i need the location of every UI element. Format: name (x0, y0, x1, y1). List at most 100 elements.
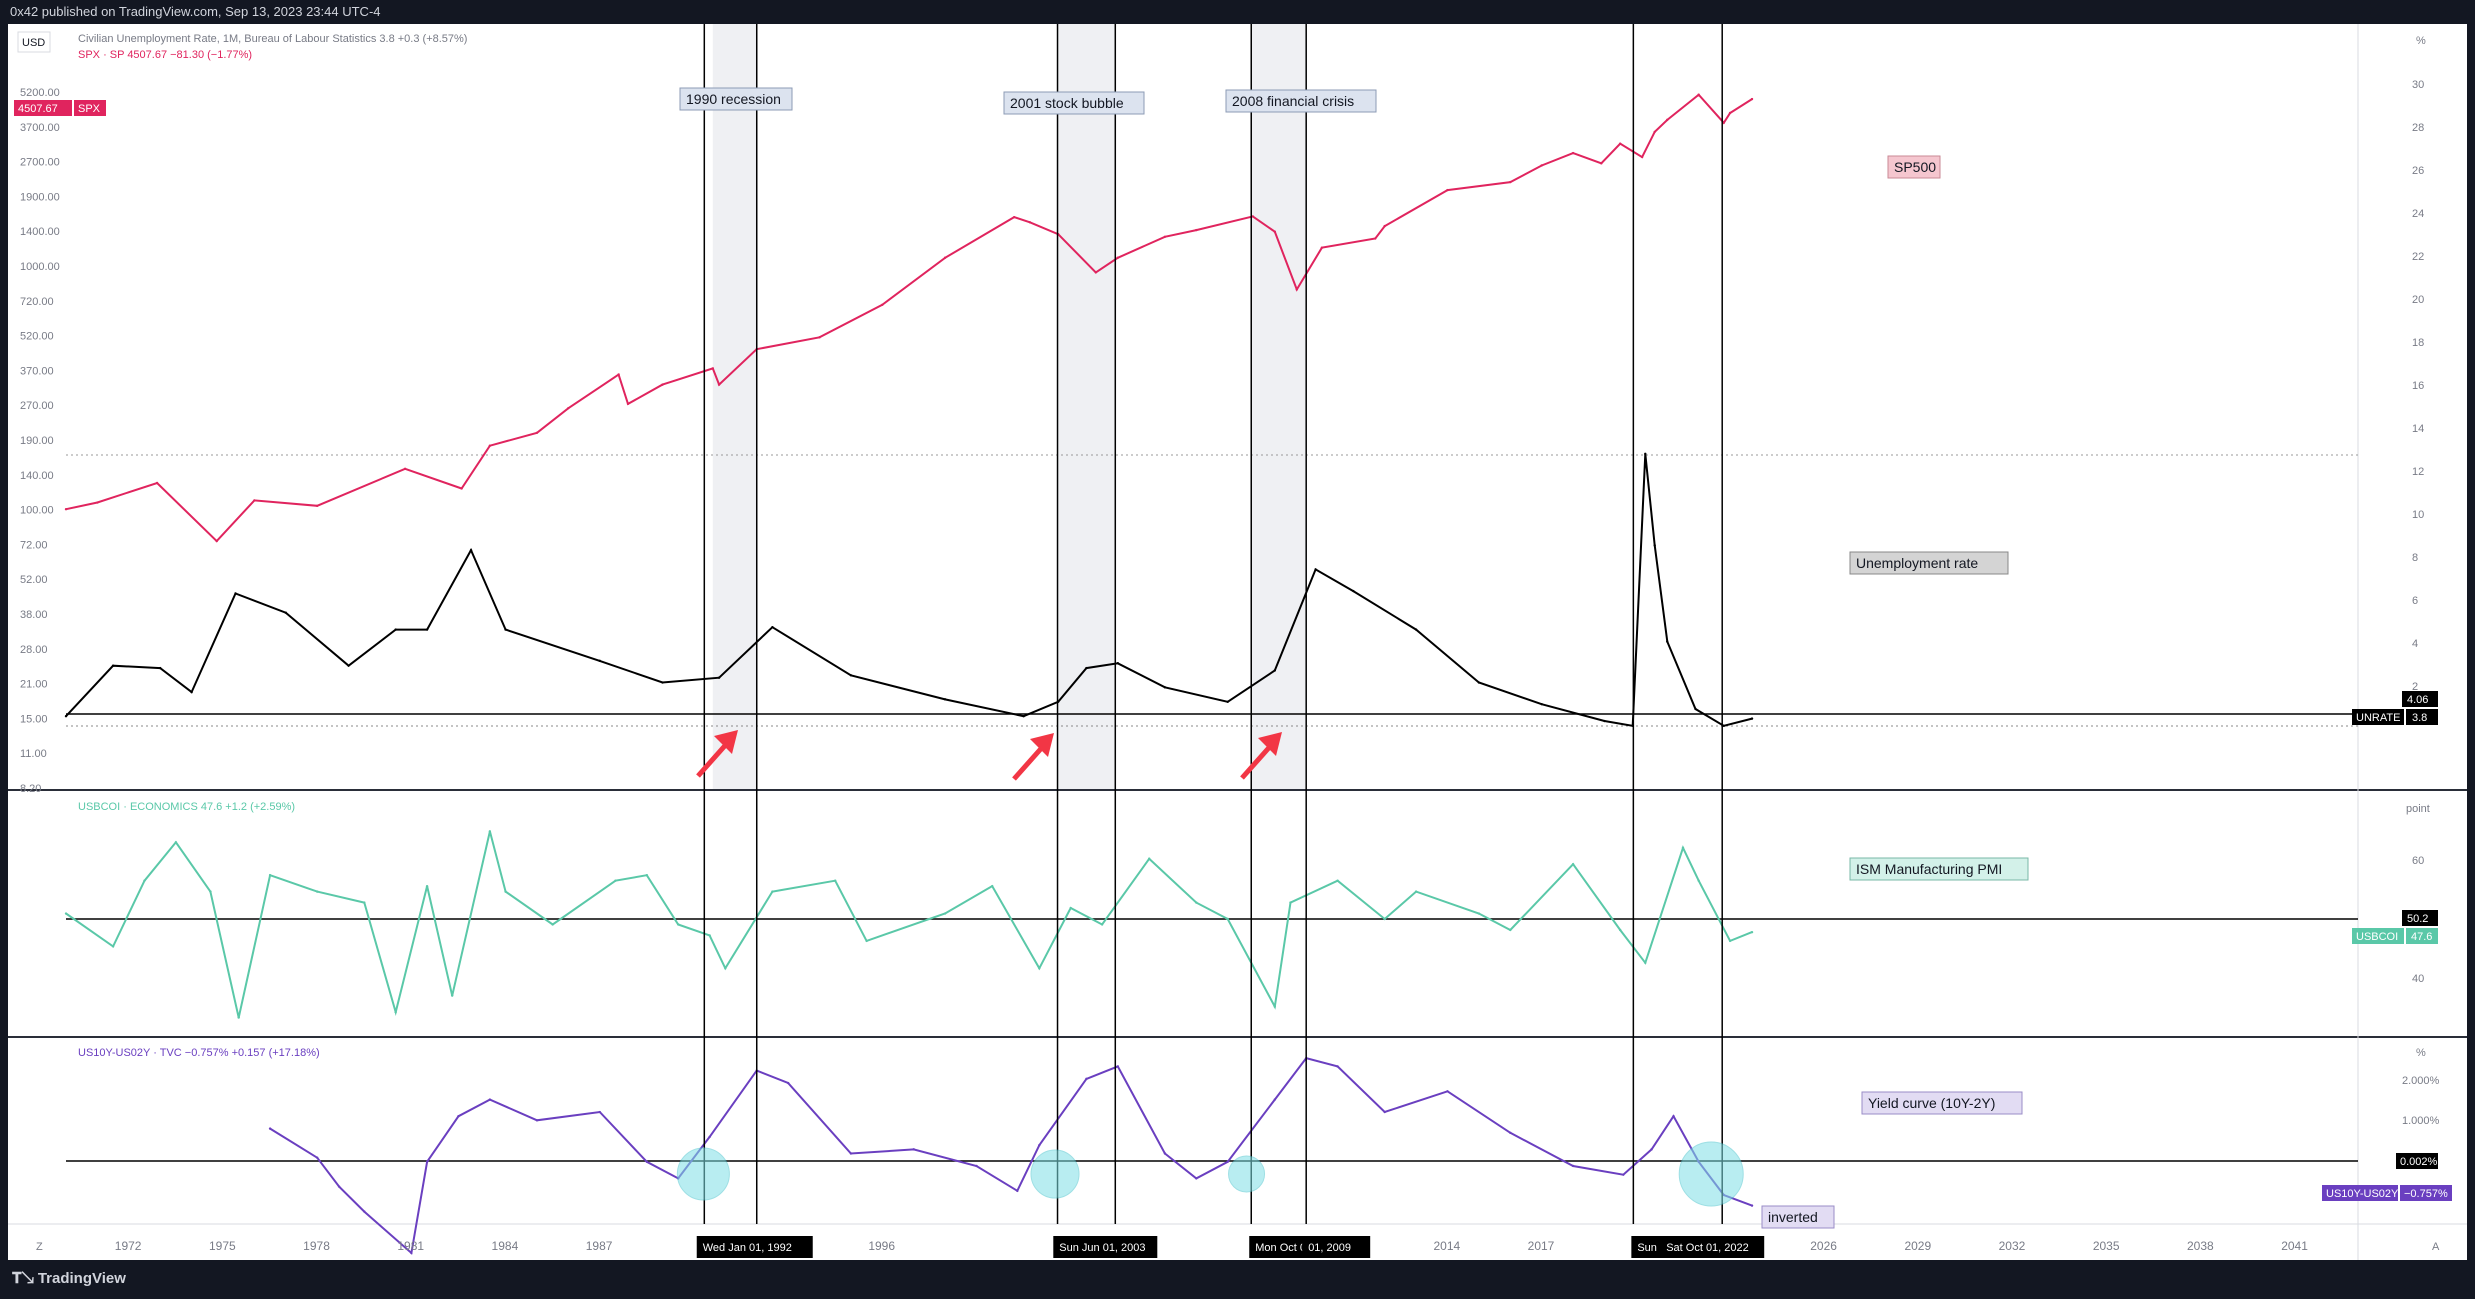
crisis-2008-box[interactable] (1225, 89, 1377, 113)
time-tick: 2032 (1999, 1239, 2026, 1253)
arrow-2001[interactable] (1012, 733, 1054, 781)
right-axis-tick: 12 (2412, 466, 2424, 478)
left-axis-tick: 1400.00 (20, 226, 60, 238)
time-tick: 2035 (2093, 1239, 2120, 1253)
pmi-symbol-badge (2352, 928, 2404, 944)
yield-legend[interactable]: US10Y-US02Y · TVC −0.757% +0.157 (+17.18… (78, 1047, 320, 1059)
ism-box[interactable] (1849, 857, 2029, 881)
date-badge-text: Sat Oct 01, 2022 (1666, 1242, 1749, 1254)
left-axis-tick: 5200.00 (20, 87, 60, 99)
recession-shade-2[interactable] (1251, 24, 1307, 790)
sp500-box[interactable] (1887, 155, 1941, 179)
sp500-label: SP500 (1894, 159, 1936, 175)
bubble-2001-label: 2001 stock bubble (1010, 95, 1124, 111)
date-badge[interactable] (696, 1236, 813, 1258)
currency-box[interactable] (17, 31, 51, 53)
series-spx[interactable] (64, 93, 1754, 543)
pmi-value-badge (2406, 928, 2438, 944)
unrate-symbol-badge (2352, 709, 2404, 725)
time-tick: 1975 (209, 1239, 236, 1253)
recession-1990-label: 1990 recession (686, 91, 781, 107)
footer-bar: 𝐓↘ TradingView (0, 1260, 2475, 1299)
time-tick: 2017 (1528, 1239, 1555, 1253)
unrate-value-text: 3.8 (2412, 712, 2427, 724)
yield-symbol-text: US10Y-US02Y (2326, 1188, 2399, 1200)
right-axis-tick: 4 (2412, 638, 2418, 650)
unrate-line-badge (2402, 691, 2438, 707)
right-axis-tick: 16 (2412, 380, 2424, 392)
left-axis-tick: 72.00 (20, 539, 48, 551)
yield-value-text: −0.757% (2404, 1188, 2448, 1200)
inversion-circle-2[interactable] (1228, 1155, 1266, 1193)
recession-shade-0[interactable] (712, 24, 757, 790)
unrate-legend[interactable]: Civilian Unemployment Rate, 1M, Bureau o… (78, 33, 467, 45)
inverted-box[interactable] (1761, 1205, 1835, 1229)
pmi-legend[interactable]: USBCOI · ECONOMICS 47.6 +1.2 (+2.59%) (78, 801, 295, 813)
inversion-circle-1[interactable] (1030, 1149, 1080, 1199)
ism-label: ISM Manufacturing PMI (1856, 861, 2002, 877)
time-tick: 1987 (586, 1239, 613, 1253)
date-badge[interactable] (1053, 1236, 1158, 1258)
time-tick: 1984 (492, 1239, 519, 1253)
multi-pane-chart[interactable]: 5200.00 3700.00 2700.00 1900.00 1400.00 1000.… (8, 24, 2467, 1260)
yield-curve-label: Yield curve (10Y-2Y) (1868, 1095, 1995, 1111)
left-axis-tick: 1900.00 (20, 191, 60, 203)
yield-axis-unit: % (2416, 1047, 2426, 1059)
right-axis-tick: 26 (2412, 165, 2424, 177)
left-axis-tick: 140.00 (20, 470, 54, 482)
series-us10y-us02y[interactable] (268, 1056, 1754, 1255)
left-axis-tick: 1000.00 (20, 261, 60, 273)
inversion-circle-3[interactable] (1678, 1141, 1744, 1207)
left-axis-tick: 15.00 (20, 713, 48, 725)
series-line[interactable] (65, 831, 1753, 1018)
pmi-symbol-text: USBCOI (2356, 931, 2398, 943)
unemployment-box[interactable] (1849, 551, 2009, 575)
arrow-2008[interactable] (1240, 732, 1282, 780)
right-price-axis[interactable]: % 30 28 26 24 22 20 18 16 14 12 10 8 6 4 2 point 60 40% 2.0… (2402, 35, 2440, 1127)
crisis-2008-label: 2008 financial crisis (1232, 93, 1354, 109)
left-axis-tick: 3700.00 (20, 122, 60, 134)
time-tick: 1978 (303, 1239, 330, 1253)
series-unrate[interactable] (64, 452, 1754, 728)
auto-scale-button[interactable]: A (2432, 1241, 2440, 1253)
series-line[interactable] (65, 453, 1753, 727)
time-axis[interactable]: 1972 1975 1978 1981 1984 1987 1996 2014 2017 2026… (115, 1236, 2308, 1258)
publish-text: 0x42 published on TradingView.com, Sep 1… (10, 4, 381, 19)
spx-legend[interactable]: SPX · SP 4507.67 −81.30 (−1.77%) (78, 49, 252, 61)
time-tick: 2029 (1904, 1239, 1931, 1253)
left-axis-tick: 190.00 (20, 435, 54, 447)
spx-symbol-badge (74, 100, 106, 116)
recession-1990-box[interactable] (679, 87, 793, 111)
left-axis-tick: 21.00 (20, 679, 48, 691)
date-badge[interactable] (1302, 1236, 1371, 1258)
unrate-value-badge (2406, 709, 2438, 725)
timezone-button[interactable]: Z (36, 1241, 43, 1253)
right-axis-tick: 28 (2412, 122, 2424, 134)
time-tick: 1996 (868, 1239, 895, 1253)
inversion-circle-0[interactable] (676, 1147, 730, 1201)
series-line[interactable] (269, 1056, 1753, 1255)
currency-label: USD (22, 37, 45, 49)
recession-shade-1[interactable] (1058, 24, 1116, 790)
left-axis-tick: 720.00 (20, 296, 54, 308)
pmi-axis-unit: point (2406, 803, 2430, 815)
yield-curve-box[interactable] (1861, 1091, 2023, 1115)
right-axis-unit: % (2416, 35, 2426, 47)
left-axis-tick: 8.20 (20, 783, 41, 795)
pmi-value-text: 47.6 (2411, 931, 2432, 943)
pmi-line-badge (2402, 910, 2438, 926)
left-price-axis[interactable]: 5200.00 3700.00 2700.00 1900.00 1400.00 1000.… (20, 87, 60, 795)
bubble-2001-box[interactable] (1003, 91, 1145, 115)
series-ism-manufacturing-pmi[interactable] (64, 830, 1754, 1019)
right-axis-tick: 30 (2412, 79, 2424, 91)
chart-frame: 5200.00 3700.00 2700.00 1900.00 1400.00 1000.… (8, 24, 2467, 1260)
pmi-axis-tick: 60 (2412, 855, 2424, 867)
arrow-1990[interactable] (696, 730, 738, 778)
tradingview-logo[interactable]: 𝐓↘ TradingView (12, 1270, 126, 1287)
left-axis-tick: 28.00 (20, 644, 48, 656)
series-line[interactable] (65, 93, 1753, 543)
left-axis-tick: 370.00 (20, 365, 54, 377)
spx-value-text: 4507.67 (18, 103, 58, 115)
date-badge[interactable] (1660, 1236, 1765, 1258)
right-axis-tick: 10 (2412, 509, 2424, 521)
